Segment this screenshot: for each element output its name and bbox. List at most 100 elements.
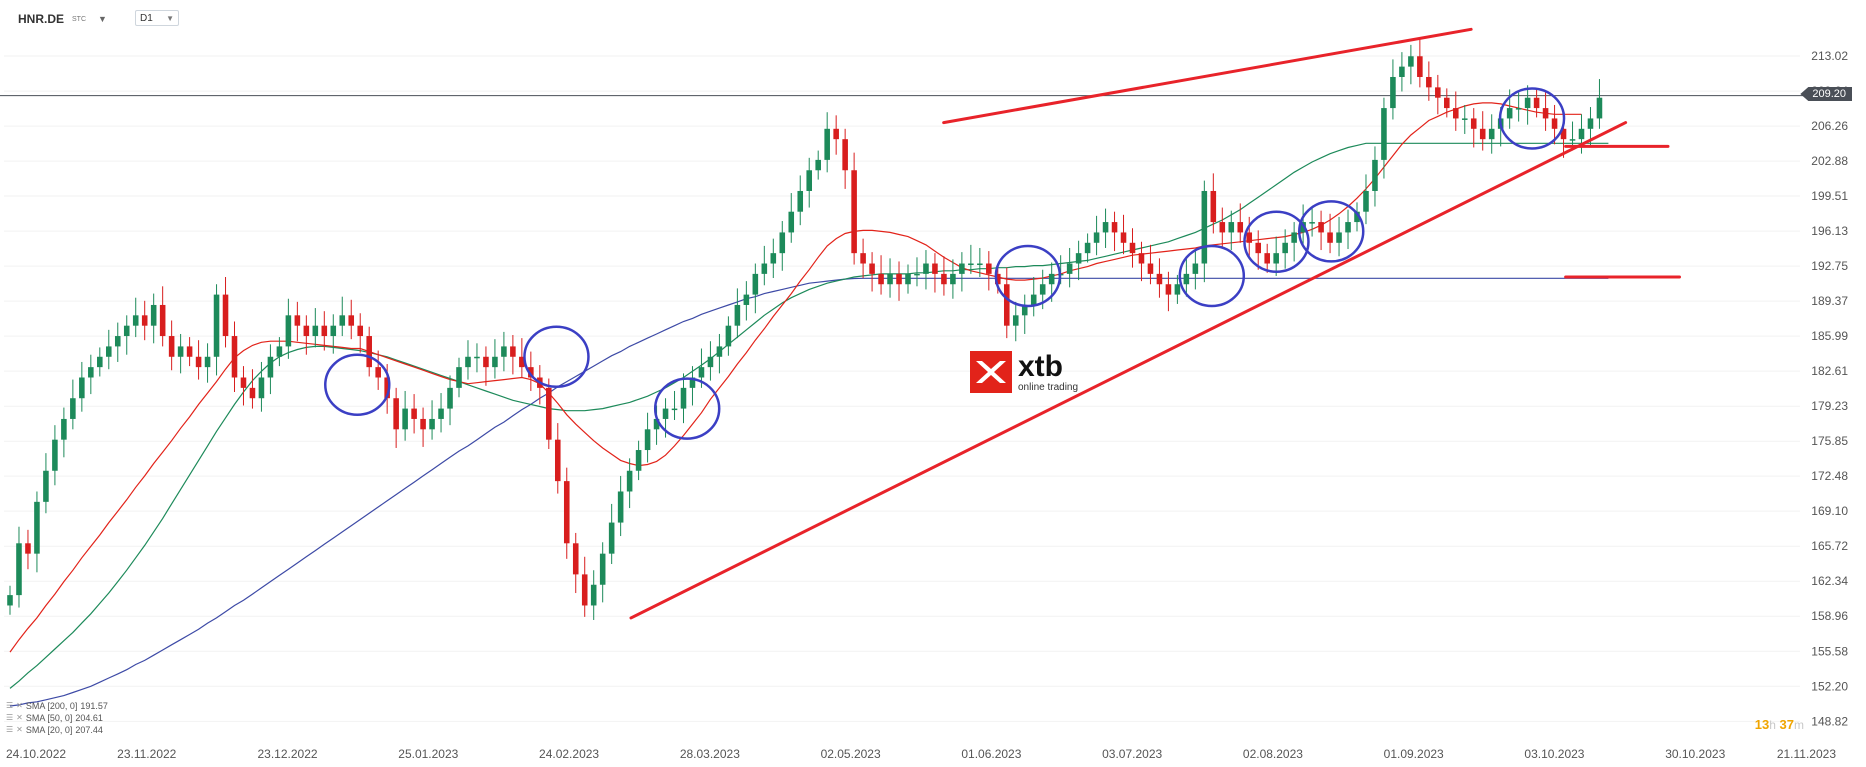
- candle-body: [860, 253, 866, 264]
- candle-body: [1138, 253, 1145, 264]
- candle-body: [123, 325, 130, 337]
- candle-body: [716, 346, 723, 357]
- annotations: [324, 27, 1681, 620]
- candle-body: [1309, 222, 1315, 224]
- candle-body: [213, 294, 220, 357]
- candle-body: [1569, 139, 1576, 141]
- xtb-logo: xtb online trading: [970, 351, 1078, 393]
- candle-body: [384, 377, 390, 399]
- timer-minutes: 37: [1779, 717, 1794, 732]
- x-tick-label: 23.12.2022: [258, 747, 318, 761]
- sma200-line: [9, 277, 1609, 707]
- candle-body: [1021, 304, 1028, 316]
- candle-body: [743, 294, 750, 305]
- candle-body: [339, 315, 346, 326]
- candle-body: [1264, 253, 1270, 264]
- x-tick-label: 24.02.2023: [539, 747, 599, 761]
- candle-body: [240, 377, 247, 388]
- symbol-dropdown-icon[interactable]: ▼: [98, 14, 107, 24]
- annotation-circle: [1297, 200, 1365, 263]
- candle-body: [842, 139, 848, 171]
- candle-body: [1273, 253, 1279, 264]
- candle-body: [572, 543, 579, 575]
- candle-body: [312, 325, 319, 337]
- candle-body: [61, 418, 67, 440]
- candle-body: [1336, 232, 1342, 243]
- candle-body: [1327, 232, 1333, 243]
- candle-body: [429, 418, 435, 430]
- candle-body: [258, 377, 265, 399]
- y-tick-label: 169.10: [1811, 504, 1848, 518]
- candle-body: [177, 346, 184, 357]
- candle-body: [267, 356, 274, 378]
- candle-body: [501, 346, 507, 357]
- candle-body: [1219, 222, 1226, 233]
- annotation-circle: [1498, 87, 1566, 150]
- candle-body: [1129, 242, 1136, 254]
- candle-body: [1363, 190, 1369, 212]
- candle-body: [1578, 128, 1585, 140]
- candle-body: [1048, 273, 1055, 285]
- settings-icon[interactable]: ☰: [6, 713, 14, 722]
- close-icon[interactable]: ✕: [16, 725, 23, 734]
- candle-body: [725, 325, 732, 347]
- candle-body: [869, 263, 875, 274]
- candle-body: [159, 304, 166, 337]
- candle-body: [168, 336, 175, 357]
- candle-body: [7, 595, 13, 606]
- candle-body: [878, 273, 884, 285]
- settings-icon[interactable]: ☰: [6, 725, 14, 734]
- candle-body: [1435, 87, 1441, 98]
- x-axis: 24.10.2022 23.11.2022 23.12.2022 25.01.2023…: [6, 747, 1836, 761]
- y-axis: 213.02209.64206.26202.88199.51196.13192.…: [1811, 49, 1848, 728]
- x-tick-label: 01.06.2023: [961, 747, 1021, 761]
- candle-body: [465, 356, 471, 368]
- legend-value: 191.57: [80, 701, 108, 711]
- candle-body: [734, 304, 741, 326]
- market-label: STC: [72, 15, 87, 23]
- candle-body: [1426, 76, 1432, 88]
- y-tick-label: 175.85: [1811, 434, 1848, 448]
- candle-body: [420, 418, 426, 430]
- logo-tagline: online trading: [1018, 381, 1079, 393]
- x-tick-label: 21.11.2023: [1777, 747, 1836, 761]
- candle-body: [1479, 128, 1486, 140]
- candle-body: [132, 315, 139, 326]
- candle-body: [1390, 76, 1396, 109]
- candle-body: [752, 273, 759, 295]
- legend-row-sma50[interactable]: ☰ ✕ SMA [50, 0] 204.61: [6, 712, 108, 724]
- legend-value: 207.44: [75, 725, 103, 735]
- x-tick-label: 24.10.2022: [6, 747, 66, 761]
- settings-icon[interactable]: ☰: [6, 701, 14, 710]
- candle-body: [1246, 232, 1253, 243]
- sma50-line: [9, 142, 1609, 689]
- candle-body: [788, 211, 795, 233]
- timeframe-select[interactable]: D1 ▼: [135, 10, 179, 26]
- candlestick-series: [7, 37, 1603, 620]
- close-icon[interactable]: ✕: [16, 701, 23, 710]
- y-tick-label: 162.34: [1811, 574, 1848, 588]
- candle-body: [321, 325, 328, 337]
- candle-body: [896, 273, 902, 285]
- candle-body: [680, 387, 687, 409]
- candle-body: [483, 356, 489, 368]
- candle-body: [141, 315, 148, 326]
- candle-body: [1165, 284, 1172, 295]
- candle-body: [932, 263, 938, 274]
- candle-body: [635, 450, 642, 471]
- candle-body: [402, 408, 408, 430]
- candle-body: [887, 273, 893, 285]
- x-tick-label: 03.07.2023: [1102, 747, 1162, 761]
- candle-body: [1147, 263, 1154, 274]
- legend-row-sma200[interactable]: ☰ ✕ SMA [200, 0] 191.57: [6, 700, 108, 712]
- timer-h-unit: h: [1769, 718, 1776, 732]
- sma20-line: [9, 102, 1582, 653]
- y-tick-label: 155.58: [1811, 644, 1848, 658]
- candle-body: [16, 543, 22, 596]
- candle-body: [1444, 97, 1450, 109]
- close-icon[interactable]: ✕: [16, 713, 23, 722]
- candle-body: [294, 315, 301, 326]
- legend-row-sma20[interactable]: ☰ ✕ SMA [20, 0] 207.44: [6, 724, 108, 736]
- candle-body: [97, 356, 103, 368]
